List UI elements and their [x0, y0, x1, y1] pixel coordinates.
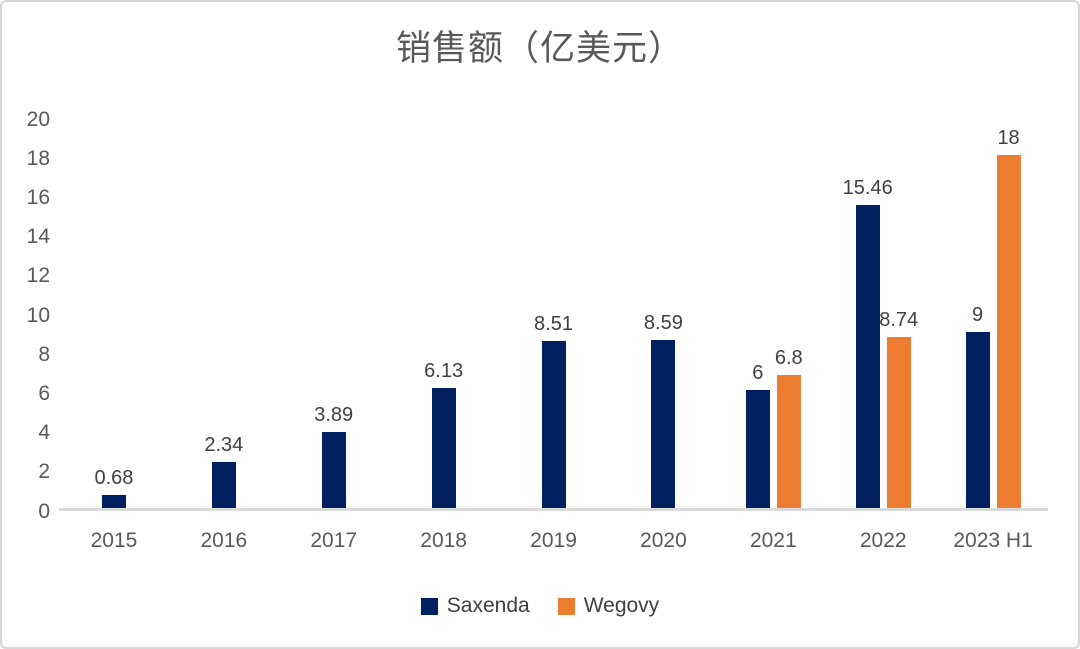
bar-group-2022: 15.46 8.74 2022 — [828, 119, 938, 552]
legend: Saxenda Wegovy — [2, 594, 1078, 618]
x-tick-label: 2021 — [749, 529, 797, 552]
y-tick-label: 10 — [26, 303, 50, 327]
y-tick-label: 12 — [26, 264, 50, 288]
bar-value-label: 9 — [972, 303, 984, 326]
y-tick-label: 18 — [26, 146, 50, 170]
bar-value-label: 2.34 — [204, 434, 244, 457]
y-tick-label: 2 — [38, 460, 50, 484]
legend-item-saxenda: Saxenda — [420, 594, 530, 618]
x-tick-label: 2023 H1 — [953, 529, 1033, 552]
y-axis: 0 2 4 6 8 10 12 14 16 18 20 — [2, 109, 50, 522]
legend-swatch-icon — [557, 597, 575, 615]
y-tick-label: 8 — [38, 342, 50, 366]
x-tick-label: 2017 — [310, 529, 358, 552]
bar-group-2021: 6 6.8 2021 — [718, 119, 828, 552]
bar-value-label: 0.68 — [94, 466, 134, 489]
x-tick-label: 2022 — [859, 529, 907, 552]
wegovy-bar: 8.74 — [879, 309, 918, 508]
legend-label: Wegovy — [583, 594, 660, 617]
y-tick-label: 14 — [26, 225, 50, 249]
y-tick-label: 4 — [38, 421, 50, 445]
bar-value-label: 8.59 — [643, 311, 683, 334]
x-tick-label: 2016 — [200, 529, 248, 552]
chart-title: 销售额（亿美元） — [395, 29, 684, 68]
y-tick-label: 16 — [26, 185, 50, 209]
x-tick-label: 2020 — [640, 529, 687, 552]
saxenda-bar: 3.89 — [314, 404, 353, 508]
bar-group-2018: 6.13 2018 — [389, 119, 499, 552]
y-tick-label: 20 — [26, 107, 50, 131]
bar-value-label: 18 — [997, 127, 1020, 150]
bar-group-2023-h1: 9 18 2023 H1 — [938, 119, 1048, 552]
saxenda-bar: 6.13 — [424, 360, 463, 508]
saxenda-bar: 8.59 — [644, 312, 683, 508]
legend-swatch-icon — [420, 597, 438, 615]
y-tick-label: 0 — [38, 499, 50, 523]
x-tick-label: 2018 — [420, 529, 467, 552]
bar-value-label: 15.46 — [842, 176, 893, 199]
bar-group-2016: 2.34 2016 — [169, 119, 279, 552]
plot-area: 0.68 2015 2.34 2016 3.89 2017 6.13 2018 8.51 2019… — [59, 119, 1048, 552]
saxenda-bar: 15.46 — [843, 177, 893, 508]
saxenda-bar: 2.34 — [204, 434, 243, 508]
bar-value-label: 6.8 — [774, 346, 803, 369]
saxenda-bar: 8.51 — [534, 313, 573, 508]
bar-value-label: 6 — [752, 362, 764, 385]
bar-group-2020: 8.59 2020 — [608, 119, 718, 552]
y-tick-label: 6 — [38, 381, 50, 405]
saxenda-bar: 0.68 — [94, 467, 133, 508]
bar-value-label: 6.13 — [424, 359, 464, 382]
bar-value-label: 8.74 — [879, 308, 919, 331]
bar-value-label: 3.89 — [314, 403, 354, 426]
bar-group-2017: 3.89 2017 — [279, 119, 389, 552]
bar-group-2015: 0.68 2015 — [59, 119, 169, 552]
bar-group-2019: 8.51 2019 — [499, 119, 609, 552]
legend-item-wegovy: Wegovy — [557, 594, 660, 618]
wegovy-bar: 6.8 — [775, 347, 803, 508]
saxenda-bar: 9 — [965, 304, 990, 508]
legend-label: Saxenda — [446, 594, 530, 617]
x-tick-label: 2019 — [530, 529, 577, 552]
bar-value-label: 8.51 — [534, 313, 573, 336]
wegovy-bar: 18 — [996, 127, 1021, 508]
saxenda-bar: 6 — [745, 362, 770, 508]
x-tick-label: 2015 — [90, 529, 138, 552]
